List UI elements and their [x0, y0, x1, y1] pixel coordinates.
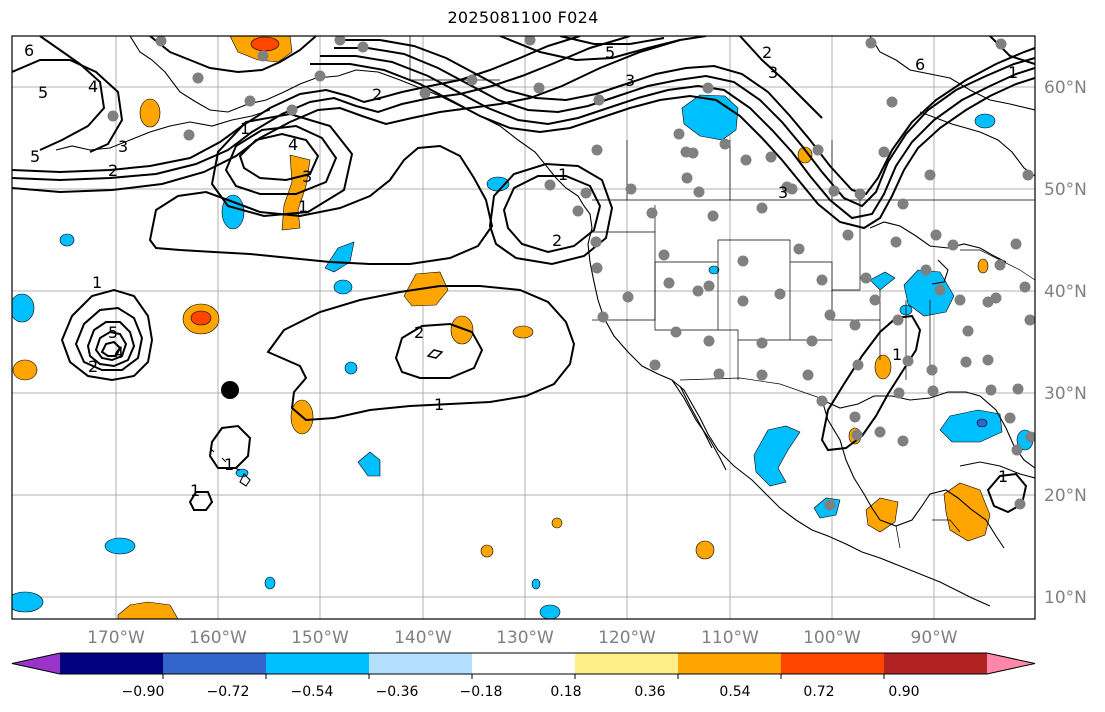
contour-label: 2: [88, 357, 98, 376]
colorbar: [11, 652, 1036, 679]
colorbar-segment: [472, 653, 576, 674]
colorbar-tick-label: 0.36: [634, 684, 665, 700]
longitude-labels: 170°W 160°W 150°W 140°W 130°W 120°W 110°…: [87, 628, 958, 648]
contour-label: 5: [108, 323, 118, 342]
colorbar-tick-label: −0.90: [122, 684, 165, 700]
colorbar-tick-label: 0.54: [719, 684, 750, 700]
contour-label: 4: [88, 77, 98, 96]
lat-label: 30°N: [1044, 384, 1087, 404]
lon-label: 170°W: [87, 628, 145, 648]
contours: [12, 36, 1035, 514]
contour-label: 5: [605, 43, 615, 62]
lon-label: 120°W: [598, 628, 656, 648]
contour-label: 1: [190, 481, 200, 500]
colorbar-tick-label: −0.18: [460, 684, 503, 700]
latitude-labels: 60°N 50°N 40°N 30°N 20°N 10°N: [1044, 78, 1087, 608]
contour-label: 3: [302, 167, 312, 186]
colorbar-extend-low: [12, 653, 60, 674]
contour-label: 2: [762, 43, 772, 62]
colorbar-outline: [11, 652, 1036, 675]
colorbar-segment: [266, 653, 370, 674]
lat-label: 50°N: [1044, 180, 1087, 200]
contour-label: 4: [114, 343, 124, 362]
contour-label: 1: [92, 273, 102, 292]
contour-label: 1: [298, 197, 308, 216]
contour-label: 1: [998, 467, 1008, 486]
contour-label: 3: [768, 63, 778, 82]
contour-label: 3: [118, 137, 128, 156]
colorbar-segment: [781, 653, 885, 674]
colorbar-segment: [884, 653, 988, 674]
colorbar-tick-label: 0.72: [803, 684, 834, 700]
map-title: 2025081100 F024: [447, 8, 599, 27]
colorbar-segment: [163, 653, 267, 674]
colorbar-segment: [678, 653, 782, 674]
contour-label: 1: [892, 345, 902, 364]
lat-label: 10°N: [1044, 588, 1087, 608]
contour-label: 1: [434, 395, 444, 414]
colorbar-segment: [575, 653, 679, 674]
plot-frame: [11, 35, 1036, 620]
contour-label: 2: [552, 231, 562, 250]
lat-label: 60°N: [1044, 78, 1087, 98]
contour-label: 2: [108, 161, 118, 180]
colorbar-segment: [369, 653, 473, 674]
contour-labels: 6 5 5 4 3 2 1 4 3 2 1 5 3 2 1 6 3 2 1 5 …: [24, 41, 1018, 500]
station-dots: [107, 36, 1035, 511]
contour-label: 1: [240, 119, 250, 138]
lon-label: 130°W: [496, 628, 554, 648]
colorbar-tick-label: 0.90: [888, 684, 919, 700]
contour-label: 2: [372, 85, 382, 104]
colorbar-extend-high: [987, 653, 1035, 674]
colorbar-tick-labels: −0.90 −0.72 −0.54 −0.36 −0.18 0.18 0.36 …: [122, 684, 920, 700]
contour-label: 2: [414, 323, 424, 342]
lon-label: 160°W: [189, 628, 247, 648]
contour-label: 3: [778, 183, 788, 202]
gridlines: [12, 36, 1035, 619]
coastlines: [55, 36, 1035, 607]
contour-label: 6: [24, 41, 34, 60]
contour-label: 1: [1008, 63, 1018, 82]
contour-label: 3: [625, 71, 635, 90]
lon-label: 150°W: [291, 628, 349, 648]
lon-label: 90°W: [911, 628, 958, 648]
lon-label: 110°W: [701, 628, 759, 648]
colorbar-tick-label: −0.72: [207, 684, 250, 700]
contour-label: 5: [38, 83, 48, 102]
lon-label: 140°W: [394, 628, 452, 648]
lat-label: 20°N: [1044, 486, 1087, 506]
colorbar-tick-label: 0.18: [550, 684, 581, 700]
marker-dot: [221, 381, 239, 399]
contour-label: 5: [30, 147, 40, 166]
contour-label: 1: [224, 455, 234, 474]
contour-label: 6: [915, 55, 925, 74]
lat-label: 40°N: [1044, 282, 1087, 302]
lon-label: 100°W: [803, 628, 861, 648]
contour-label: 1: [558, 165, 568, 184]
colorbar-tick-label: −0.54: [291, 684, 334, 700]
colorbar-tick-label: −0.36: [376, 684, 419, 700]
colorbar-segment: [60, 653, 164, 674]
contour-label: 4: [288, 135, 298, 154]
